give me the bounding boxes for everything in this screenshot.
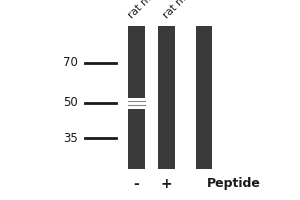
Text: 35: 35 [63,132,78,144]
Bar [158,26,175,169]
Text: Peptide: Peptide [207,178,261,190]
Text: 70: 70 [63,56,78,70]
Text: 50: 50 [63,97,78,110]
Text: rat muscle: rat muscle [126,0,173,20]
Text: rat muscle: rat muscle [161,0,208,20]
Bar [128,26,145,169]
Bar [196,26,212,169]
Bar [128,98,145,108]
Text: -: - [134,177,140,191]
Text: +: + [161,177,172,191]
